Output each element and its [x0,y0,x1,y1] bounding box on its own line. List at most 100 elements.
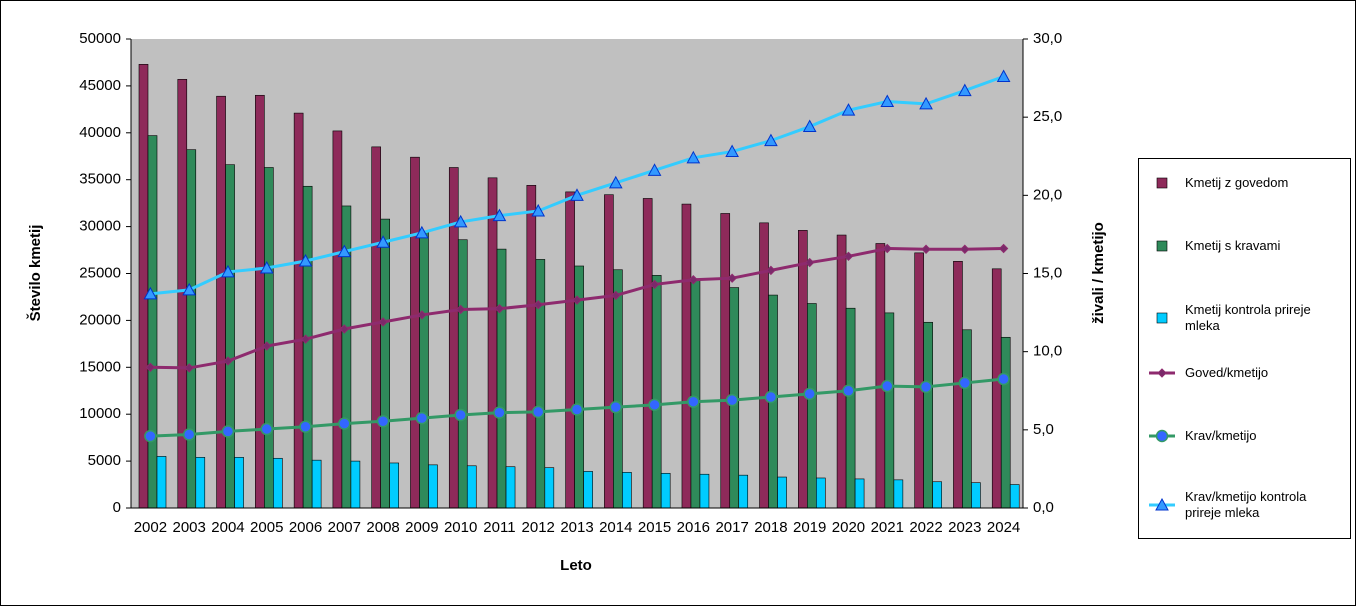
legend-swatch [1156,177,1168,189]
legend-swatch [1156,240,1168,252]
legend-entry: Goved/kmetijo [1139,343,1350,403]
marker [454,408,467,422]
bar [419,230,429,509]
x-tick-label: 2006 [289,519,322,536]
marker [881,379,894,393]
y-tick-label: 35000 [79,171,121,188]
y2-tick-label: 30,0 [1033,30,1062,47]
marker [493,406,506,419]
bar [255,94,265,509]
marker [262,341,272,351]
marker [376,414,390,428]
marker [997,372,1010,386]
bar [690,279,701,509]
legend-label: Krav/kmetijo kontrola prireje mleka [1185,489,1307,520]
bar [428,464,438,509]
x-tick-label: 2005 [250,519,283,536]
bar [466,465,477,509]
bar [311,459,322,509]
bar [738,474,749,509]
marker [998,243,1009,254]
marker [611,290,621,301]
marker [921,244,931,254]
marker [766,265,776,276]
y-tick-label: 45000 [79,77,121,94]
bar [293,112,304,509]
bar [457,239,468,509]
legend-entry: Kmetij s kravami [1139,216,1350,276]
x-tick-label: 2014 [599,519,632,536]
x-tick-label: 2009 [405,519,438,536]
legend-box [1156,312,1168,324]
legend-label: Krav/kmetijo [1185,428,1257,443]
marker [919,380,933,394]
marker [182,428,196,441]
marker [338,417,351,430]
marker [531,203,546,217]
marker [259,260,274,274]
bar [380,218,390,509]
marker [531,405,545,419]
marker [725,393,739,407]
bar [720,213,731,509]
bar [389,462,399,509]
marker [337,244,352,258]
bar [147,135,158,509]
x-tick-label: 2004 [211,519,244,536]
bar [487,177,498,509]
bar [816,477,826,509]
legend-label: Kmetij kontrola prireje mleka [1185,302,1311,333]
bar [893,479,904,509]
marker [688,275,699,285]
bar [216,95,226,509]
bar [186,149,197,509]
marker [145,362,156,373]
marker [221,264,235,278]
x-tick-label: 2007 [328,519,361,536]
bar [807,303,817,509]
y2-tick-label: 5,0 [1033,421,1054,438]
legend-entry: Krav/kmetijo kontrola prireje mleka [1139,475,1350,535]
marker [339,324,350,334]
x-tick-label: 2012 [522,519,555,536]
bar [971,482,981,509]
marker [802,119,817,133]
x-tick-label: 2022 [909,519,942,536]
x-tick-label: 2013 [560,519,593,536]
marker [880,94,895,108]
bar [991,268,1002,509]
bar [302,185,313,509]
marker [494,303,505,314]
legend-swatch [1156,312,1168,324]
bar [845,307,856,509]
marker [415,411,429,425]
marker [841,103,856,116]
bar [1009,484,1020,509]
marker [299,420,312,433]
legend-entry: Krav/kmetijo [1139,406,1350,466]
x-tick-label: 2010 [444,519,477,536]
chart-svg: Leto Število kmetij živali / kmetijo 0 50… [26,30,1107,574]
bar [777,476,787,509]
legend-label: Kmetij s kravami [1185,238,1281,253]
y2-axis-title: živali / kmetijo [1090,222,1107,324]
y-tick-label: 50000 [79,30,121,47]
marker [608,175,623,189]
x-tick-label: 2003 [172,519,205,536]
marker [376,235,390,248]
x-tick-label: 2021 [871,519,904,536]
y2-tick-label: 10,0 [1033,343,1062,360]
marker [184,363,194,373]
bar [699,473,710,509]
marker [609,400,623,414]
bar [138,64,149,509]
bar [884,312,895,509]
legend-box [1156,240,1168,252]
legend-label: Kmetij z govedom [1185,175,1289,190]
marker [298,253,313,267]
marker [803,387,816,401]
marker [764,133,778,147]
marker [1155,498,1169,511]
bar [798,230,808,509]
x-tick-label: 2002 [134,519,167,536]
